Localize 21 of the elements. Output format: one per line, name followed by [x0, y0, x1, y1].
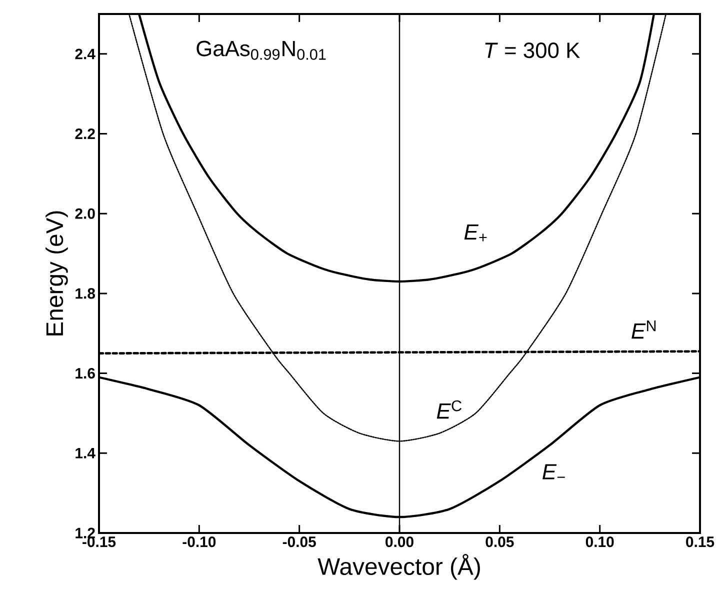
x-tick-label: -0.15 — [82, 536, 116, 548]
y-tick-label: 1.6 — [76, 368, 95, 379]
x-tick-label: 0.00 — [386, 536, 414, 548]
y-tick-label: 2.0 — [75, 208, 95, 219]
annotation: E$_{+}$ — [464, 224, 487, 242]
y-tick-label: 2.4 — [75, 48, 96, 60]
y-axis-title: Energy (eV) — [46, 211, 68, 336]
y-tick-label: 1.4 — [76, 448, 96, 458]
annotation: GaAs$_{0.99}$N$_{0.01}$ — [196, 40, 326, 60]
x-tick-label: 0.15 — [686, 536, 714, 548]
annotation: E$^{C}$ — [436, 400, 462, 419]
x-tick-label: 0.10 — [586, 536, 614, 548]
y-tick-label: 1.8 — [76, 288, 96, 299]
x-tick-label: 0.05 — [486, 536, 514, 548]
y-tick-label: 2.2 — [75, 128, 95, 139]
x-axis-title: Wavevector (Å) — [318, 554, 480, 580]
annotation: E$^{N}$ — [632, 320, 656, 339]
annotation: T = 300 K — [485, 42, 580, 58]
annotation: E$_{−}$ — [542, 464, 565, 480]
x-tick-label: -0.05 — [282, 536, 316, 548]
x-tick-label: -0.10 — [182, 536, 216, 548]
